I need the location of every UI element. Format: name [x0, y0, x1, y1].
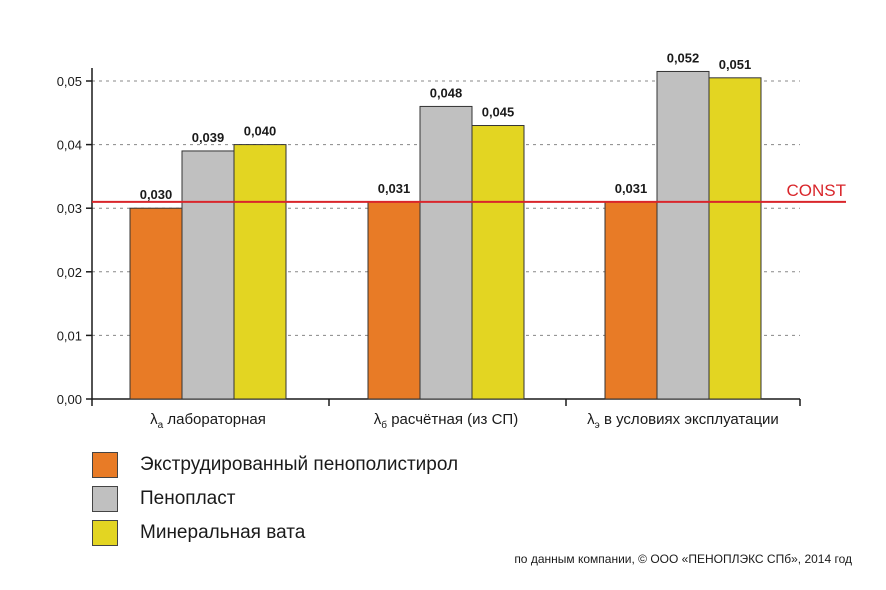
bar [233, 144, 287, 400]
legend-label: Минеральная вата [140, 522, 306, 543]
bar [604, 201, 658, 400]
bar [129, 207, 183, 400]
data-label: 0,040 [244, 124, 277, 139]
reference-line-label: CONST [787, 181, 847, 200]
y-tick-label: 0,05 [57, 74, 82, 89]
legend-item: Пенопласт [92, 482, 458, 516]
data-label: 0,048 [430, 85, 463, 100]
legend-item: Минеральная вата [92, 516, 458, 550]
data-label: 0,045 [482, 105, 515, 120]
category-label: λб расчётная (из СП) [374, 411, 518, 431]
legend-item: Экструдированный пенополистирол [92, 448, 458, 482]
bar [419, 105, 473, 400]
bar [181, 150, 235, 400]
category-label: λэ в условиях эксплуатации [587, 411, 779, 431]
bar [471, 125, 525, 400]
y-tick-label: 0,01 [57, 328, 82, 343]
legend-swatch [92, 452, 118, 478]
data-label: 0,039 [192, 130, 225, 145]
data-label: 0,052 [667, 50, 700, 65]
bar [367, 201, 421, 400]
legend: Экструдированный пенополистирол Пеноплас… [92, 448, 458, 550]
category-label: λа лабораторная [150, 411, 266, 431]
legend-label: Пенопласт [140, 488, 236, 509]
y-tick-label: 0,03 [57, 201, 82, 216]
data-label: 0,031 [378, 181, 411, 196]
bar-chart: 0,00 0,01 0,02 0,03 0,04 0,05 0,030 0,039 0,040 0… [57, 50, 847, 431]
y-tick-label: 0,00 [57, 392, 82, 407]
bar [656, 70, 710, 400]
y-tick-label: 0,04 [57, 138, 82, 153]
legend-label: Экструдированный пенополистирол [140, 454, 459, 475]
legend-swatch [92, 486, 118, 512]
data-label: 0,031 [615, 181, 648, 196]
data-label: 0,030 [140, 187, 173, 202]
bar [708, 77, 762, 400]
y-tick-label: 0,02 [57, 265, 82, 280]
legend-swatch [92, 520, 118, 546]
source-note: по данным компании, © ООО «ПЕНОПЛЭКС СПб… [514, 552, 852, 566]
data-label: 0,051 [719, 57, 752, 72]
